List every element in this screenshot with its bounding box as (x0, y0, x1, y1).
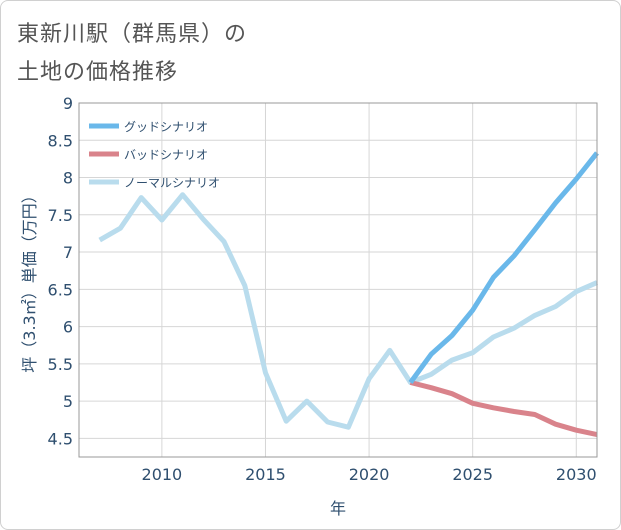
series-line-1 (409, 380, 598, 438)
y-tick-label: 9 (63, 94, 73, 113)
x-tick-label: 2030 (556, 465, 597, 484)
chart-title-line1: 東新川駅（群馬県）の (17, 22, 248, 47)
grid (79, 102, 597, 457)
legend-label: グッドシナリオ (124, 120, 208, 134)
legend-label: ノーマルシナリオ (124, 176, 220, 190)
x-axis-label: 年 (330, 499, 346, 518)
y-tick-label: 6 (63, 318, 73, 337)
y-tick-label: 8 (63, 169, 73, 188)
x-axis-ticks: 2010 2015 2020 2025 2030 (142, 465, 597, 484)
y-tick-label: 4.5 (48, 429, 73, 448)
y-tick-label: 7.5 (48, 206, 73, 225)
y-axis-label: 坪（3.3㎡）単価（万円） (20, 187, 39, 372)
chart-title-line2: 土地の価格推移 (17, 60, 179, 85)
y-tick-label: 6.5 (48, 280, 73, 299)
y-tick-label: 5 (63, 392, 73, 411)
x-tick-label: 2010 (142, 465, 183, 484)
y-tick-label: 8.5 (48, 131, 73, 150)
series-line-0 (408, 151, 599, 384)
y-tick-label: 7 (63, 243, 73, 262)
y-tick-label: 5.5 (48, 355, 73, 374)
x-tick-label: 2020 (349, 465, 390, 484)
legend-label: バッドシナリオ (124, 148, 208, 162)
y-axis-ticks: 4.5 5 5.5 6 6.5 7 7.5 8 8.5 9 (48, 94, 73, 448)
x-tick-label: 2015 (245, 465, 286, 484)
series-line-2 (98, 192, 598, 430)
plot-border (78, 102, 598, 458)
x-tick-label: 2025 (452, 465, 493, 484)
series-lines (98, 151, 599, 438)
